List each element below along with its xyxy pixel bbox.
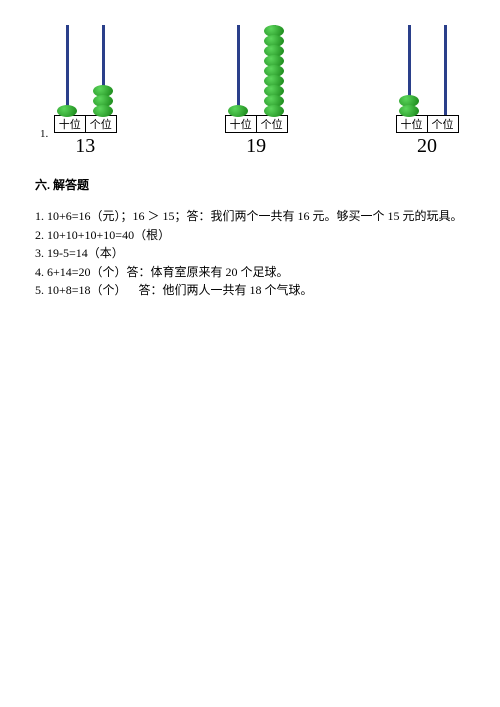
tens-label: 十位 [226,116,257,132]
number-label-2: 19 [246,135,266,158]
place-boxes: 十位 个位 [225,115,288,133]
number-label-1: 13 [75,135,95,158]
ones-label: 个位 [257,116,287,132]
tens-label: 十位 [397,116,428,132]
place-boxes: 十位 个位 [396,115,459,133]
abacus-group-2: 十位 个位 19 [223,15,289,158]
answer-2: 2. 10+10+10+10=40（根） [35,226,465,245]
abacus-1 [52,15,118,115]
place-boxes: 十位 个位 [54,115,117,133]
ones-rod [273,25,276,115]
ones-rod [444,25,447,115]
number-label-3: 20 [417,135,437,158]
answer-4: 4. 6+14=20（个）答：体育室原来有 20 个足球。 [35,263,465,282]
tens-rod [408,25,411,115]
abacus-group-3: 十位 个位 20 [394,15,460,158]
bead [228,105,248,117]
answer-1: 1. 10+6=16（元）；16 ＞ 15；答：我们两个一共有 16 元。够买一… [35,207,465,226]
item-number: 1. [40,128,48,140]
abacus-row: 1. 十位 个位 13 [35,15,465,158]
ones-label: 个位 [86,116,116,132]
abacus-3 [394,15,460,115]
answer-5: 5. 10+8=18（个） 答：他们两人一共有 18 个气球。 [35,281,465,300]
answer-3: 3. 19-5=14（本） [35,244,465,263]
ones-label: 个位 [428,116,458,132]
tens-label: 十位 [55,116,86,132]
tens-rod [237,25,240,115]
page-content: 1. 十位 个位 13 [0,0,500,300]
tens-rod [66,25,69,115]
abacus-group-1: 十位 个位 13 [52,15,118,158]
abacus-2 [223,15,289,115]
bead [399,105,419,117]
ones-rod [102,25,105,115]
abacus-item-1-wrapper: 1. 十位 个位 13 [40,15,118,158]
section-6-title: 六. 解答题 [35,176,465,193]
bead [264,105,284,117]
